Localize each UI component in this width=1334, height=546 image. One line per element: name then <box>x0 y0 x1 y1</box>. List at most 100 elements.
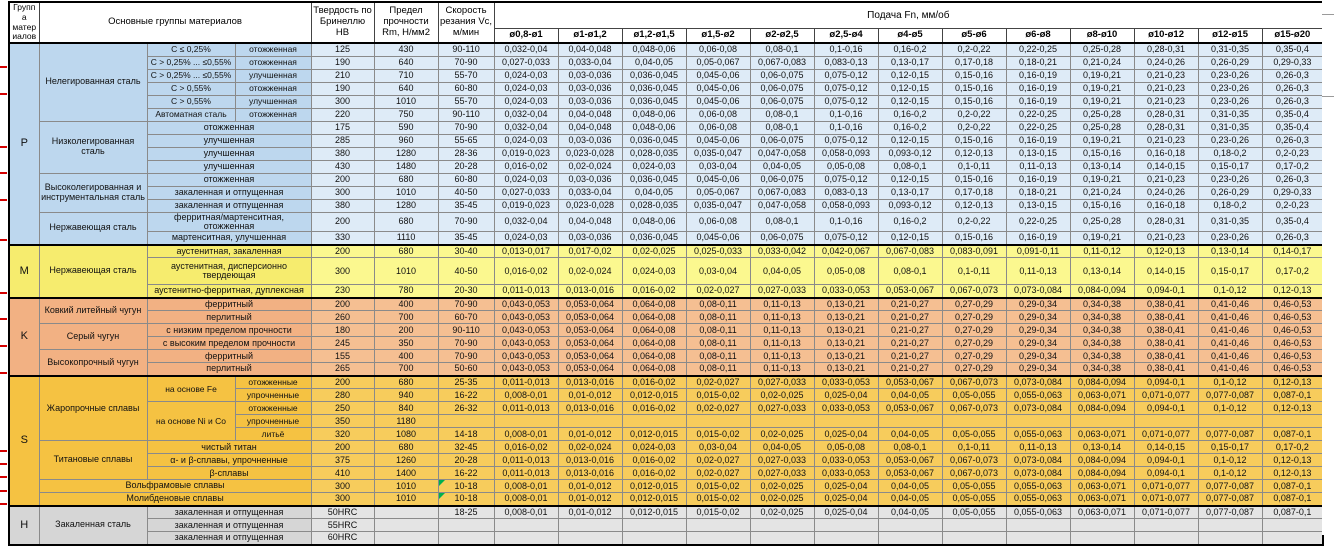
treatment-cell[interactable]: β-сплавы <box>146 466 312 481</box>
feed-cell[interactable] <box>493 414 559 429</box>
material-name-cell[interactable]: Высоколегированная и инструментальная ст… <box>38 172 148 213</box>
feed-cell[interactable]: 0,15-0,16 <box>941 68 1007 83</box>
subgroup-cell[interactable]: С ≤ 0,25% <box>146 42 236 57</box>
feed-cell[interactable]: 0,25-0,28 <box>1069 211 1135 233</box>
feed-cell[interactable]: 0,22-0,25 <box>1005 107 1071 122</box>
feed-cell[interactable]: 0,04-0,05 <box>877 427 943 442</box>
feed-cell[interactable]: 0,23-0,26 <box>1197 81 1263 96</box>
feed-cell[interactable]: 0,01-0,012 <box>557 427 623 442</box>
strength-cell[interactable]: 1280 <box>373 198 439 213</box>
feed-cell[interactable]: 0,024-0,03 <box>493 94 559 109</box>
feed-cell[interactable]: 0,28-0,31 <box>1133 107 1199 122</box>
feed-cell[interactable] <box>941 531 1007 546</box>
hardness-cell[interactable]: 200 <box>310 172 375 187</box>
feed-cell[interactable]: 0,21-0,27 <box>877 310 943 325</box>
feed-cell[interactable]: 0,21-0,23 <box>1133 172 1199 187</box>
feed-cell[interactable]: 0,04-0,05 <box>877 388 943 403</box>
treatment-cell[interactable]: ферритная/мартенситная, отожженная <box>146 211 312 233</box>
strength-cell[interactable]: 1180 <box>373 414 439 429</box>
feed-cell[interactable]: 0,024-0,03 <box>493 231 559 246</box>
feed-cell[interactable]: 0,1-0,16 <box>813 120 879 135</box>
feed-cell[interactable]: 0,17-0,2 <box>1261 440 1324 455</box>
treatment-cell[interactable]: аустенитно-ферритная, дуплексная <box>146 284 312 299</box>
feed-cell[interactable]: 0,06-0,075 <box>749 68 815 83</box>
feed-cell[interactable]: 0,045-0,06 <box>685 94 751 109</box>
feed-cell[interactable]: 0,28-0,31 <box>1133 120 1199 135</box>
feed-cell[interactable]: 0,16-0,19 <box>1005 231 1071 246</box>
feed-cell[interactable]: 0,08-0,1 <box>749 211 815 233</box>
feed-cell[interactable]: 0,043-0,053 <box>493 323 559 338</box>
feed-cell[interactable]: 0,073-0,084 <box>1005 453 1071 468</box>
hardness-cell[interactable]: 260 <box>310 310 375 325</box>
header-feed-col[interactable]: ø1,5-ø2 <box>685 28 751 44</box>
feed-cell[interactable]: 0,15-0,16 <box>941 231 1007 246</box>
feed-cell[interactable]: 0,35-0,4 <box>1261 120 1324 135</box>
feed-cell[interactable] <box>621 531 687 546</box>
feed-cell[interactable]: 0,29-0,34 <box>1005 362 1071 377</box>
group-letter-cell[interactable]: P <box>8 42 40 246</box>
feed-cell[interactable]: 0,063-0,071 <box>1069 504 1135 520</box>
feed-cell[interactable]: 0,2-0,22 <box>941 107 1007 122</box>
feed-cell[interactable]: 0,012-0,015 <box>621 388 687 403</box>
feed-cell[interactable] <box>1197 531 1263 546</box>
feed-cell[interactable]: 0,12-0,13 <box>1261 466 1324 481</box>
feed-cell[interactable]: 0,15-0,16 <box>941 81 1007 96</box>
feed-cell[interactable]: 0,11-0,13 <box>1005 159 1071 174</box>
feed-cell[interactable]: 0,41-0,46 <box>1197 336 1263 351</box>
feed-cell[interactable] <box>685 414 751 429</box>
feed-cell[interactable] <box>941 414 1007 429</box>
speed-cell[interactable]: 60-80 <box>437 81 495 96</box>
feed-cell[interactable]: 0,043-0,053 <box>493 362 559 377</box>
feed-cell[interactable]: 0,25-0,28 <box>1069 42 1135 57</box>
hardness-cell[interactable]: 210 <box>310 68 375 83</box>
speed-cell[interactable]: 18-25 <box>437 504 495 520</box>
feed-cell[interactable]: 0,087-0,1 <box>1261 427 1324 442</box>
feed-cell[interactable]: 0,13-0,17 <box>877 185 943 200</box>
feed-cell[interactable]: 0,03-0,04 <box>685 440 751 455</box>
feed-cell[interactable]: 0,46-0,53 <box>1261 296 1324 312</box>
strength-cell[interactable]: 400 <box>373 349 439 364</box>
hardness-cell[interactable]: 200 <box>310 374 375 390</box>
treatment-cell[interactable]: закаленная и отпущенная <box>146 198 312 213</box>
feed-cell[interactable]: 0,045-0,06 <box>685 133 751 148</box>
feed-cell[interactable]: 0,02-0,027 <box>685 466 751 481</box>
feed-cell[interactable]: 0,064-0,08 <box>621 323 687 338</box>
strength-cell[interactable] <box>373 504 439 520</box>
feed-cell[interactable]: 0,077-0,087 <box>1197 504 1263 520</box>
feed-cell[interactable]: 0,08-0,1 <box>877 159 943 174</box>
feed-cell[interactable]: 0,036-0,045 <box>621 231 687 246</box>
speed-cell[interactable]: 16-22 <box>437 388 495 403</box>
feed-cell[interactable]: 0,016-0,02 <box>621 466 687 481</box>
treatment-cell[interactable]: отожженная <box>146 172 312 187</box>
speed-cell[interactable]: 14-18 <box>437 427 495 442</box>
strength-cell[interactable]: 1080 <box>373 427 439 442</box>
feed-cell[interactable]: 0,023-0,028 <box>557 198 623 213</box>
feed-cell[interactable]: 0,045-0,06 <box>685 68 751 83</box>
speed-cell[interactable]: 90-110 <box>437 107 495 122</box>
feed-cell[interactable]: 0,34-0,38 <box>1069 323 1135 338</box>
strength-cell[interactable]: 1010 <box>373 479 439 494</box>
feed-cell[interactable]: 0,15-0,16 <box>941 172 1007 187</box>
feed-cell[interactable]: 0,067-0,073 <box>941 284 1007 299</box>
feed-cell[interactable]: 0,008-0,01 <box>493 504 559 520</box>
hardness-cell[interactable]: 60HRC <box>310 531 375 546</box>
speed-cell[interactable]: 70-90 <box>437 211 495 233</box>
feed-cell[interactable]: 0,075-0,12 <box>813 68 879 83</box>
speed-cell[interactable] <box>437 531 495 546</box>
feed-cell[interactable]: 0,036-0,045 <box>621 68 687 83</box>
feed-cell[interactable]: 0,013-0,016 <box>557 374 623 390</box>
feed-cell[interactable]: 0,38-0,41 <box>1133 296 1199 312</box>
feed-cell[interactable]: 0,16-0,19 <box>1005 68 1071 83</box>
feed-cell[interactable]: 0,024-0,03 <box>621 257 687 286</box>
feed-cell[interactable]: 0,071-0,077 <box>1133 492 1199 507</box>
feed-cell[interactable]: 0,13-0,14 <box>1069 257 1135 286</box>
hardness-cell[interactable]: 375 <box>310 453 375 468</box>
feed-cell[interactable]: 0,11-0,13 <box>1005 257 1071 286</box>
treatment-cell[interactable]: закаленная и отпущенная <box>146 504 312 520</box>
feed-cell[interactable]: 0,075-0,12 <box>813 94 879 109</box>
strength-cell[interactable]: 1010 <box>373 185 439 200</box>
feed-cell[interactable]: 0,08-0,1 <box>877 440 943 455</box>
feed-cell[interactable]: 0,21-0,24 <box>1069 185 1135 200</box>
material-name-cell[interactable]: Титановые сплавы <box>38 440 148 481</box>
feed-cell[interactable]: 0,41-0,46 <box>1197 349 1263 364</box>
